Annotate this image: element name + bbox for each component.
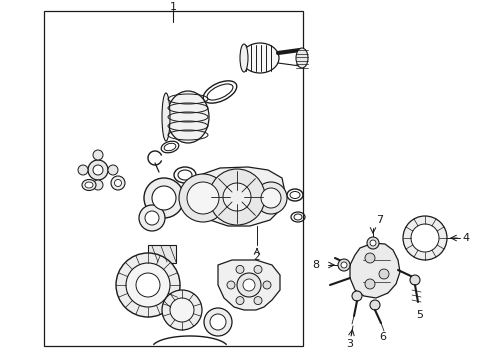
Circle shape [170, 298, 194, 322]
Circle shape [226, 281, 235, 289]
Circle shape [369, 240, 375, 246]
Text: 3: 3 [346, 339, 353, 349]
Circle shape [116, 253, 180, 317]
Circle shape [126, 263, 170, 307]
Circle shape [378, 269, 388, 279]
Circle shape [114, 180, 121, 186]
Circle shape [152, 186, 176, 210]
Circle shape [145, 211, 159, 225]
Circle shape [209, 314, 225, 330]
Text: 7: 7 [375, 215, 382, 225]
Text: 6: 6 [379, 332, 386, 342]
Circle shape [253, 265, 262, 273]
Circle shape [88, 160, 108, 180]
Ellipse shape [241, 43, 279, 73]
Circle shape [186, 182, 219, 214]
Circle shape [263, 281, 270, 289]
Circle shape [143, 178, 183, 218]
Circle shape [111, 176, 125, 190]
Circle shape [369, 300, 379, 310]
Circle shape [108, 165, 118, 175]
Circle shape [340, 262, 346, 268]
Circle shape [351, 291, 361, 301]
Text: 1: 1 [169, 2, 176, 12]
Circle shape [364, 279, 374, 289]
Circle shape [203, 308, 231, 336]
Circle shape [337, 259, 349, 271]
Bar [148, 245, 176, 263]
Text: 8: 8 [311, 260, 318, 270]
Circle shape [236, 265, 244, 273]
Polygon shape [196, 167, 285, 226]
Circle shape [261, 188, 281, 208]
Polygon shape [349, 243, 399, 298]
Circle shape [364, 253, 374, 263]
Text: 4: 4 [462, 233, 468, 243]
Ellipse shape [167, 91, 208, 143]
Ellipse shape [240, 44, 247, 72]
Circle shape [243, 279, 254, 291]
Circle shape [78, 165, 88, 175]
Circle shape [253, 297, 262, 305]
Circle shape [237, 273, 261, 297]
Text: 5: 5 [416, 310, 423, 320]
Circle shape [139, 205, 164, 231]
Circle shape [93, 165, 103, 175]
Circle shape [162, 290, 202, 330]
Ellipse shape [162, 93, 170, 141]
Circle shape [409, 275, 419, 285]
Circle shape [93, 180, 103, 190]
Bar [44, 11, 303, 346]
Circle shape [410, 224, 438, 252]
Ellipse shape [295, 48, 307, 68]
Ellipse shape [82, 180, 96, 190]
Circle shape [366, 237, 378, 249]
Ellipse shape [85, 182, 93, 188]
Circle shape [208, 169, 264, 225]
Circle shape [236, 297, 244, 305]
Circle shape [93, 150, 103, 160]
Circle shape [179, 174, 226, 222]
Circle shape [223, 183, 250, 211]
Circle shape [254, 182, 286, 214]
Circle shape [136, 273, 160, 297]
Polygon shape [218, 260, 280, 310]
Circle shape [402, 216, 446, 260]
Text: 2: 2 [253, 252, 260, 262]
